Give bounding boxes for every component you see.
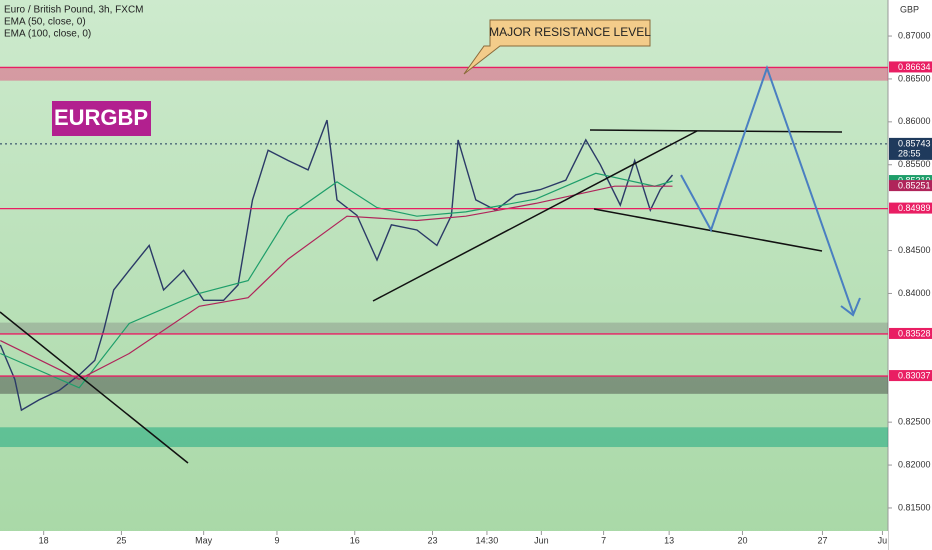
price-tag	[889, 370, 932, 382]
zone	[0, 322, 888, 334]
y-tick-label: 0.82500	[898, 417, 931, 427]
price-line	[0, 172, 673, 389]
callout-text: MAJOR RESISTANCE LEVEL	[489, 25, 651, 39]
price-tag-label: 0.86634	[898, 62, 931, 72]
trend-line	[589, 129, 843, 133]
price-tag-label: 0.85251	[898, 180, 931, 190]
indicator-label: EMA (50, close, 0)	[4, 17, 86, 28]
x-tick-label: 9	[274, 535, 279, 545]
price-tag	[889, 327, 932, 339]
x-tick-label: 16	[350, 535, 360, 545]
x-tick-label: 25	[116, 535, 126, 545]
x-tick-label: Ju	[878, 535, 888, 545]
plot-background	[0, 0, 888, 550]
countdown: 28:55	[898, 148, 921, 158]
x-tick-label: 27	[817, 535, 827, 545]
x-tick-label: May	[195, 535, 213, 545]
y-tick-label: 0.87000	[898, 30, 931, 40]
price-axis-background	[888, 0, 932, 550]
zone	[0, 375, 888, 394]
price-tag-label: 0.84989	[898, 203, 931, 213]
price-tag	[889, 137, 932, 160]
price-tag-label: 0.83528	[898, 328, 931, 338]
y-tick-label: 0.86000	[898, 116, 931, 126]
header-title: Euro / British Pound, 3h, FXCM	[4, 5, 144, 16]
drawings: MAJOR RESISTANCE LEVEL EURGBP	[0, 19, 861, 464]
y-tick-label: 0.86500	[898, 73, 931, 83]
x-tick-label: 13	[664, 535, 674, 545]
badge-box	[52, 101, 151, 136]
x-tick-label: 23	[427, 535, 437, 545]
y-tick-label: 0.81500	[898, 502, 931, 512]
zone	[0, 427, 888, 448]
trend-line	[0, 311, 189, 464]
indicator-label: EMA (100, close, 0)	[4, 29, 91, 40]
projection-arrow	[840, 297, 861, 317]
price-tag	[889, 61, 932, 73]
price-tag-label: 0.83037	[898, 370, 931, 380]
trend-line	[372, 130, 698, 302]
y-tick-label: 0.85500	[898, 159, 931, 169]
x-tick-label: 7	[601, 535, 606, 545]
price-line	[0, 119, 674, 412]
badge: EURGBP	[54, 105, 148, 130]
y-tick-label: 0.82000	[898, 459, 931, 469]
projection-path	[680, 64, 854, 314]
callout-box	[463, 19, 651, 75]
y-tick-label: 0.84500	[898, 245, 931, 255]
price-tag	[889, 180, 932, 192]
callout: MAJOR RESISTANCE LEVEL	[463, 19, 651, 75]
y-tick-label: 0.84000	[898, 288, 931, 298]
x-tick-label: 20	[737, 535, 747, 545]
price-tag-label: 0.85743	[898, 138, 931, 148]
x-tick-label: Jun	[534, 535, 549, 545]
trend-line	[593, 208, 823, 252]
time-axis-background	[0, 531, 888, 550]
price-line	[0, 185, 673, 380]
price-tag	[889, 202, 932, 214]
zone	[0, 67, 888, 81]
currency: GBP	[900, 4, 919, 14]
x-tick-label: 18	[39, 535, 49, 545]
x-tick-label: 14:30	[476, 535, 499, 545]
